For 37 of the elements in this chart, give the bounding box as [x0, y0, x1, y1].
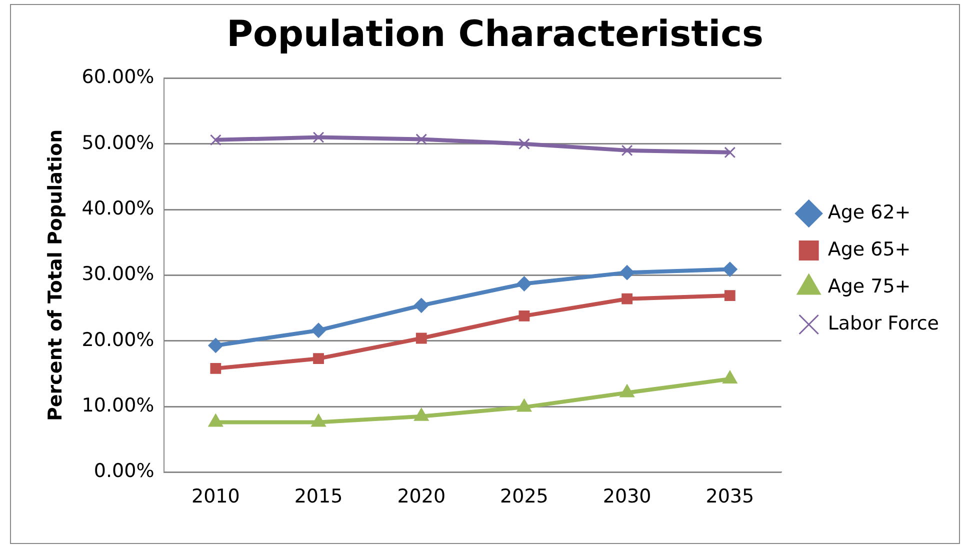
point	[416, 134, 428, 145]
x-tick-label: 2015	[294, 486, 343, 508]
legend-label: Age 65+	[828, 238, 911, 260]
x-tick-label: 2035	[706, 486, 754, 508]
point	[724, 290, 736, 302]
y-tick-label: 30.00%	[82, 263, 154, 286]
point	[622, 293, 633, 304]
x-tick-label: 2020	[397, 486, 446, 508]
point	[414, 298, 429, 313]
point	[621, 144, 633, 156]
y-tick-label: 40.00%	[82, 197, 154, 220]
point	[722, 262, 738, 277]
point	[210, 134, 222, 146]
x-tick-label: 2010	[191, 486, 240, 508]
point	[416, 332, 427, 344]
point	[620, 265, 635, 280]
y-tick-label: 50.00%	[82, 132, 154, 154]
x-tick-label: 2025	[500, 486, 548, 508]
y-axis-title: Percent of Total Population	[44, 129, 66, 422]
y-tick-label: 20.00%	[82, 328, 154, 351]
y-tick-label: 60.00%	[82, 66, 154, 88]
point	[313, 353, 324, 364]
y-tick-label: 10.00%	[82, 394, 154, 416]
point	[312, 132, 324, 143]
point	[208, 338, 224, 353]
y-tick-label: 0.00%	[94, 460, 154, 482]
x-tick-label: 2030	[602, 486, 652, 508]
legend-label: Labor Force	[828, 312, 939, 334]
point	[518, 138, 530, 150]
chart-title: Population Characteristics	[226, 14, 764, 55]
point	[724, 146, 736, 158]
point	[516, 276, 532, 292]
point	[210, 362, 222, 374]
point	[518, 310, 530, 322]
point	[311, 322, 326, 338]
legend-label: Age 75+	[828, 275, 911, 298]
legend-label: Age 62+	[828, 201, 911, 224]
